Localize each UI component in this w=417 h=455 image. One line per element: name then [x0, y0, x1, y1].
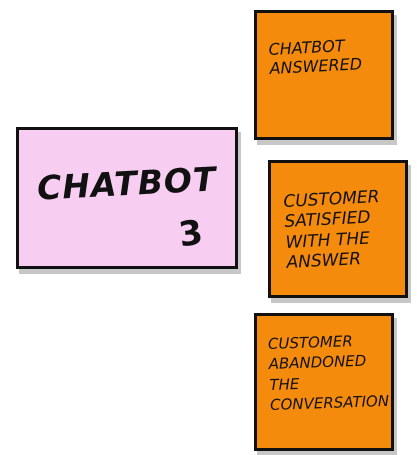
chatbot-card[interactable]: CHATBOT 3: [16, 127, 238, 269]
chatbot-swirl: 3: [176, 212, 206, 256]
chatbot-label: CHATBOT: [36, 159, 218, 208]
sticky-customer-abandoned[interactable]: CUSTOMER ABANDONED THE CONVERSATION: [254, 313, 394, 451]
sticky-customer-satisfied[interactable]: CUSTOMER SATISFIED WITH THE ANSWER: [268, 160, 408, 298]
sticky-text: CUSTOMER ABANDONED THE CONVERSATION: [267, 332, 390, 414]
sticky-text: CHATBOT ANSWERED: [268, 36, 363, 79]
sticky-text: CUSTOMER SATISFIED WITH THE ANSWER: [282, 187, 380, 274]
sticky-chatbot-answered[interactable]: CHATBOT ANSWERED: [254, 10, 394, 140]
